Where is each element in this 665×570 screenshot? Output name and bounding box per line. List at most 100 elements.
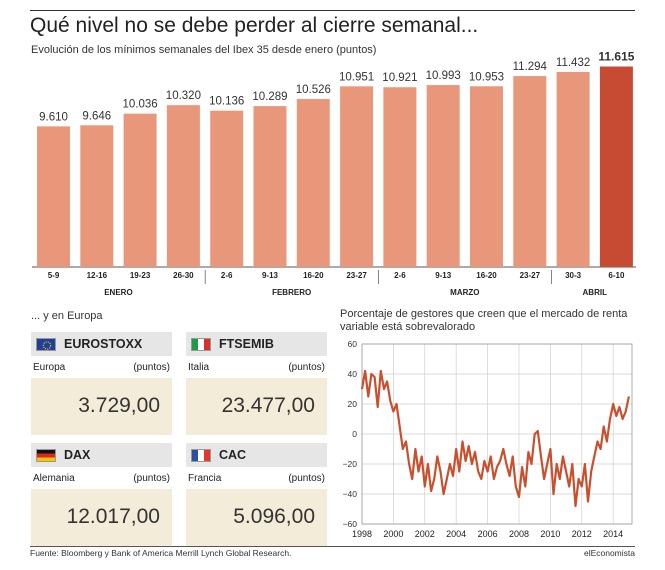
france-flag-icon xyxy=(191,449,211,462)
bar-value-label: 10.526 xyxy=(296,84,331,96)
bar-value-label: 11.432 xyxy=(556,57,590,69)
x-tick-label: 1998 xyxy=(352,529,372,539)
index-card-cac: CAC Francia (puntos) 5.096,00 xyxy=(186,443,327,546)
card-value-panel: 12.017,00 xyxy=(31,489,172,546)
x-tick-label: 2012 xyxy=(572,529,592,539)
x-tick-label: 2014 xyxy=(603,529,623,539)
bar xyxy=(210,110,244,267)
week-tick-label: 9-13 xyxy=(435,271,452,280)
week-tick-label: 26-30 xyxy=(173,271,194,280)
card-header: EUROSTOXX xyxy=(31,332,172,356)
eu-flag-icon xyxy=(36,338,56,351)
y-tick-label: 0 xyxy=(352,429,357,439)
card-unit: (puntos) xyxy=(133,473,170,484)
bar xyxy=(470,86,503,267)
y-tick-label: −60 xyxy=(343,519,358,529)
month-label: ENERO xyxy=(104,288,132,297)
bar xyxy=(166,105,200,267)
bar xyxy=(599,66,633,268)
bar xyxy=(123,113,157,267)
card-value: 5.096,00 xyxy=(233,505,315,528)
bottom-rule xyxy=(30,546,635,547)
x-tick-label: 2004 xyxy=(446,529,466,539)
europe-section-title: ... y en Europa xyxy=(31,310,103,322)
bar-value-label: 10.036 xyxy=(123,99,158,111)
bar-value-label: 10.136 xyxy=(209,96,244,108)
bar-value-label: 11.294 xyxy=(513,61,548,73)
bar-value-label: 9.646 xyxy=(82,110,111,122)
bar-value-label: 10.320 xyxy=(166,90,201,102)
card-country: Alemania xyxy=(33,473,75,484)
week-tick-label: 9-13 xyxy=(262,271,279,280)
y-tick-label: 60 xyxy=(348,339,358,349)
card-value-panel: 23.477,00 xyxy=(186,378,327,435)
week-tick-label: 30-3 xyxy=(565,271,582,280)
card-unit: (puntos) xyxy=(133,362,170,373)
week-tick-label: 2-6 xyxy=(221,271,233,280)
month-label: FEBRERO xyxy=(272,288,311,297)
card-value: 23.477,00 xyxy=(221,394,315,417)
page-title: Qué nivel no se debe perder al cierre se… xyxy=(30,14,479,37)
card-country: Francia xyxy=(188,473,222,484)
top-rule xyxy=(30,10,635,11)
week-tick-label: 16-20 xyxy=(303,271,324,280)
card-value-panel: 5.096,00 xyxy=(186,489,327,546)
x-tick-label: 2000 xyxy=(383,529,403,539)
card-index-name: EUROSTOXX xyxy=(64,337,143,351)
bar xyxy=(253,106,287,267)
week-tick-label: 23-27 xyxy=(346,271,367,280)
bar-value-label: 11.615 xyxy=(598,50,634,64)
index-card-eurostoxx: EUROSTOXX Europa (puntos) 3.729,00 xyxy=(31,332,172,435)
plot-frame xyxy=(361,343,633,525)
chart-subtitle: Evolución de los mínimos semanales del I… xyxy=(31,44,377,56)
ibex-bar-chart: 9.610 5-9 9.646 12-16 10.036 19-23 10.320 26-30… xyxy=(32,50,636,297)
germany-flag-icon xyxy=(36,449,56,462)
week-tick-label: 19-23 xyxy=(130,271,151,280)
card-unit: (puntos) xyxy=(288,362,325,373)
month-label: ABRIL xyxy=(583,288,608,297)
card-header: CAC xyxy=(186,443,327,467)
series-line xyxy=(360,369,630,508)
x-tick-label: 2006 xyxy=(478,529,498,539)
week-tick-label: 12-16 xyxy=(87,271,108,280)
bar xyxy=(426,85,460,267)
x-tick-label: 2002 xyxy=(415,529,435,539)
bar xyxy=(37,126,70,267)
bar xyxy=(296,99,330,267)
x-tick-label: 2008 xyxy=(509,529,529,539)
week-tick-label: 6-10 xyxy=(608,271,625,280)
card-index-name: DAX xyxy=(64,448,91,462)
index-card-dax: DAX Alemania (puntos) 12.017,00 xyxy=(31,443,172,546)
line-chart-title: Porcentaje de gestores que creen que el … xyxy=(340,308,628,333)
week-tick-label: 23-27 xyxy=(520,271,541,280)
y-tick-label: 20 xyxy=(348,399,358,409)
card-index-name: CAC xyxy=(219,448,247,462)
month-label: MARZO xyxy=(450,288,479,297)
y-tick-label: 40 xyxy=(348,369,358,379)
bar-value-label: 10.993 xyxy=(426,70,461,82)
bar-value-label: 9.610 xyxy=(39,111,68,123)
bar xyxy=(383,87,417,268)
bar-value-label: 10.951 xyxy=(339,71,374,83)
bar xyxy=(80,125,114,267)
card-index-name: FTSEMIB xyxy=(219,337,274,351)
brand-logo: elEconomista xyxy=(583,548,635,558)
y-tick-label: −40 xyxy=(343,489,358,499)
italy-flag-icon xyxy=(191,338,211,351)
index-card-ftsemib: FTSEMIB Italia (puntos) 23.477,00 xyxy=(186,332,327,435)
source-note: Fuente: Bloomberg y Bank of America Merr… xyxy=(30,548,292,558)
card-value: 3.729,00 xyxy=(78,394,160,417)
bar xyxy=(340,86,374,267)
card-header: DAX xyxy=(31,443,172,467)
x-tick-label: 2010 xyxy=(540,529,560,539)
week-tick-label: 5-9 xyxy=(48,271,60,280)
bar xyxy=(513,76,547,267)
bar-value-label: 10.921 xyxy=(382,72,417,84)
card-country: Italia xyxy=(188,362,210,373)
bar xyxy=(556,71,590,267)
card-value: 12.017,00 xyxy=(66,505,160,528)
card-value-panel: 3.729,00 xyxy=(31,378,172,435)
week-tick-label: 16-20 xyxy=(476,271,497,280)
